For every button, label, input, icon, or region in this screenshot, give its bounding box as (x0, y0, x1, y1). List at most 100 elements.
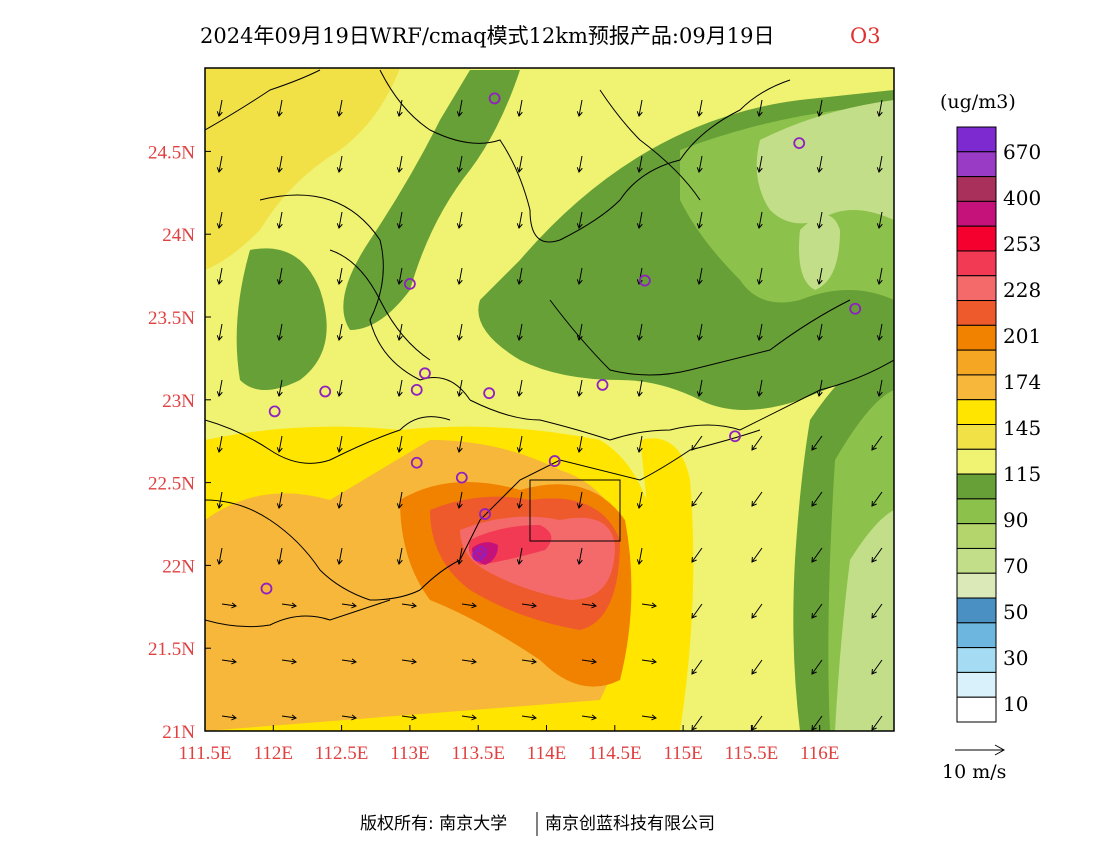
wind-arrow (341, 602, 357, 609)
wind-arrow (216, 547, 223, 565)
wind-arrow (516, 211, 523, 229)
wind-arrow (396, 211, 403, 229)
lat-tick-label: 21.5N (148, 639, 195, 660)
colorbar-swatch (956, 300, 997, 326)
colorbar-swatch (956, 151, 997, 178)
wind-arrow (691, 603, 703, 619)
wind-arrow (691, 435, 703, 451)
lat-tick-label: 24.5N (148, 142, 195, 163)
colorbar-unit: (ug/m3) (940, 91, 1016, 113)
wind-arrow (751, 491, 763, 507)
wind-arrow (276, 379, 283, 397)
wind-arrow (216, 99, 223, 117)
wind-arrow (576, 155, 583, 173)
wind-arrow (756, 267, 763, 285)
wind-arrow (811, 659, 823, 675)
lon-tick-label: 113.5E (451, 743, 505, 764)
wind-vectors (216, 99, 883, 731)
lon-tick-label: 114E (527, 743, 566, 764)
wind-reference-arrow (955, 744, 1006, 756)
wind-arrow (341, 658, 357, 665)
colorbar-label: 174 (1003, 370, 1041, 394)
wind-arrow (396, 323, 403, 341)
wind-arrow (816, 211, 823, 229)
wind-arrow (216, 155, 223, 173)
credit-left: 版权所有: 南京大学 (360, 814, 507, 834)
wind-arrow (456, 267, 463, 285)
wind-arrow (281, 658, 297, 665)
wind-arrow (696, 211, 703, 229)
lon-tick-label: 112.5E (315, 743, 369, 764)
wind-arrow (876, 323, 883, 341)
chart-title: 2024年09月19日WRF/cmaq模式12km预报产品:09月19日 (200, 24, 774, 48)
colorbar-swatch (956, 448, 997, 475)
wind-arrow (276, 99, 283, 117)
wind-arrow (521, 658, 537, 665)
colorbar-label: 50 (1003, 600, 1028, 624)
contour-palegreen-island (799, 215, 840, 290)
wind-arrow (876, 155, 883, 173)
wind-arrow (816, 155, 823, 173)
wind-arrow (811, 547, 823, 563)
wind-arrow (216, 267, 223, 285)
colorbar-swatch (956, 696, 997, 723)
colorbar-label: 10 (1003, 692, 1028, 716)
contour-green-ridge (343, 70, 520, 330)
contour-palegreen-east (835, 510, 894, 731)
wind-arrow (396, 99, 403, 117)
station-markers (260, 92, 862, 595)
wind-arrow (691, 491, 703, 507)
lat-tick-label: 21N (162, 722, 195, 743)
wind-arrow (816, 99, 823, 117)
wind-arrow (811, 603, 823, 619)
wind-arrow (516, 323, 523, 341)
wind-arrow (816, 379, 823, 397)
wind-arrow (876, 211, 883, 229)
wind-arrow (521, 714, 537, 721)
colorbar-swatch (956, 374, 997, 401)
station-marker (483, 387, 496, 400)
wind-arrow (876, 267, 883, 285)
lon-tick-label: 115.5E (725, 743, 779, 764)
wind-arrow (876, 379, 883, 397)
station-marker (419, 367, 431, 380)
wind-arrow (336, 435, 343, 453)
lon-tick-label: 112E (254, 743, 293, 764)
colorbar-swatch (956, 399, 997, 426)
station-marker (596, 378, 609, 391)
wind-arrow (581, 714, 597, 721)
wind-arrow (336, 99, 343, 117)
wind-arrow (636, 99, 643, 117)
contour-yellow-north (205, 68, 400, 270)
wind-arrow (216, 379, 223, 397)
colorbar-label: 115 (1003, 462, 1041, 486)
wind-arrow (216, 323, 223, 341)
wind-arrow (811, 491, 823, 507)
wind-arrow (516, 491, 523, 509)
wind-arrow (811, 715, 823, 731)
wind-arrow (276, 547, 283, 565)
wind-arrow (456, 379, 463, 397)
wind-arrow (516, 435, 523, 453)
wind-arrow (756, 323, 763, 341)
colorbar-swatch (956, 597, 997, 624)
wind-arrow (336, 491, 343, 509)
wind-arrow (221, 658, 237, 665)
colorbar-swatch (956, 647, 997, 673)
wind-arrow (756, 155, 763, 173)
wind-arrow (216, 491, 223, 509)
colorbar-swatch (956, 225, 997, 252)
wind-arrow (336, 267, 343, 285)
wind-arrow (696, 267, 703, 285)
wind-arrow (751, 715, 763, 731)
colorbar-swatch (956, 200, 997, 227)
colorbar-swatch (956, 176, 997, 202)
station-marker (410, 456, 423, 469)
colorbar-label: 145 (1003, 416, 1041, 440)
wind-arrow (576, 547, 583, 565)
station-marker (793, 137, 806, 150)
colorbar-swatch (956, 622, 997, 649)
station-marker (488, 92, 501, 105)
colorbar-swatch (956, 473, 997, 500)
wind-arrow (581, 602, 597, 609)
